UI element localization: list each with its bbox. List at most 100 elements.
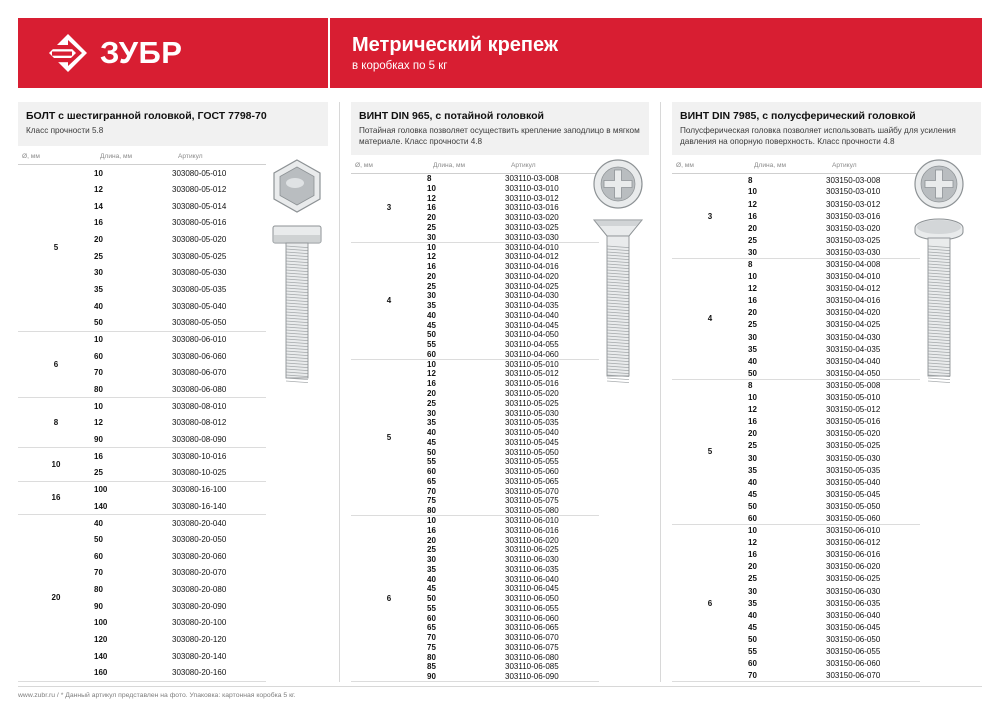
cell-article: 303150-03-025 [826, 235, 881, 245]
cell-length: 10 [94, 168, 103, 178]
table-row: 55 303110-05-055 [351, 457, 599, 467]
cell-length: 60 [94, 551, 103, 561]
cell-length: 75 [427, 642, 436, 652]
table-row: 14 303080-05-014 [18, 198, 266, 215]
cell-article: 303080-06-070 [172, 368, 227, 378]
cell-length: 35 [748, 598, 757, 608]
cell-length: 30 [427, 555, 436, 565]
cell-length: 60 [427, 613, 436, 623]
cell-article: 303110-04-040 [505, 310, 559, 320]
cell-length: 30 [94, 268, 103, 278]
cell-diameter: 6 [672, 524, 748, 683]
table-row: 85 303110-06-085 [351, 662, 599, 672]
product-caption: БОЛТ с шестигранной головкой, ГОСТ 7798-… [18, 102, 328, 146]
cell-length: 50 [94, 535, 103, 545]
spec-table: Ø, мм Длина, мм Артикул 3 8 303110-03-008 10 30… [351, 157, 599, 683]
footer-site[interactable]: www.zubr.ru [18, 692, 56, 699]
cell-article: 303150-04-020 [826, 308, 881, 318]
table-row: 35 303110-04-035 [351, 301, 599, 311]
cell-article: 303110-04-012 [505, 252, 559, 262]
table-row: 160 303080-20-160 [18, 664, 266, 682]
table-row: 55 303150-06-055 [672, 645, 920, 657]
cell-length: 120 [94, 635, 108, 645]
table-row: 35 303080-05-035 [18, 281, 266, 298]
cell-length: 60 [427, 467, 436, 477]
cell-article: 303110-04-060 [505, 349, 599, 360]
table-row: 3 8 303110-03-008 [351, 173, 599, 243]
table-row: 55 303110-06-055 [351, 603, 599, 613]
cell-article: 303110-05-060 [505, 467, 559, 477]
cell-length: 16 [94, 452, 103, 461]
cell-article: 303110-06-060 [505, 613, 559, 623]
cell-article: 303110-06-080 [505, 652, 559, 662]
table-row: 45 303150-05-045 [672, 488, 920, 500]
cell-length: 70 [427, 633, 436, 643]
cell-article: 303150-05-045 [826, 489, 881, 499]
cell-length: 65 [427, 623, 436, 633]
cell-length: 80 [94, 585, 103, 595]
cell-article: 303150-06-070 [826, 669, 920, 683]
cell-length: 16 [427, 203, 436, 213]
cell-length: 12 [94, 185, 103, 194]
product-description: Класс прочности 5.8 [26, 126, 104, 136]
hex-head-bolt-photo [257, 154, 337, 384]
cell-article: 303110-06-030 [505, 555, 559, 565]
cell-length: 25 [94, 251, 103, 261]
cell-length: 40 [94, 301, 103, 311]
cell-article: 303150-06-035 [826, 598, 881, 608]
product-description: Потайная головка позволяет осуществить к… [359, 126, 640, 147]
table-row: 12 303080-08-012 [18, 415, 266, 432]
table-row: 45 303150-06-045 [672, 621, 920, 633]
table-row: 20 303150-05-020 [672, 428, 920, 440]
cell-length: 35 [427, 301, 436, 311]
cell-article: 303110-06-025 [505, 545, 559, 555]
cell-length: 25 [427, 545, 436, 555]
cell-length: 20 [427, 389, 436, 399]
cell-length: 30 [427, 232, 505, 243]
table-row: 16 303110-06-016 [351, 525, 599, 535]
cell-article: 303080-20-120 [172, 635, 227, 645]
cell-article: 303110-05-020 [505, 389, 559, 399]
col-header-article: Артикул [505, 157, 599, 175]
spec-table: Ø, мм Длина, мм Артикул 3 8 303150-03-008 10 30… [672, 157, 920, 683]
col-header-diameter: Ø, мм [18, 148, 94, 165]
cell-article: 303110-05-010 [505, 359, 559, 369]
cell-article: 303080-10-016 [172, 452, 227, 461]
table-row: 35 303110-05-035 [351, 418, 599, 428]
cell-article: 303110-06-010 [505, 516, 559, 526]
cell-length: 50 [748, 367, 826, 380]
cell-length: 10 [427, 359, 436, 369]
cell-length: 16 [427, 379, 436, 389]
cell-length: 85 [427, 662, 436, 672]
cell-article: 303110-05-055 [505, 457, 559, 467]
page-title: Метрический крепеж [352, 34, 559, 56]
cell-length: 20 [748, 562, 757, 572]
col-header-diameter: Ø, мм [672, 157, 748, 175]
cell-article: 303080-05-035 [172, 285, 227, 295]
table-row: 30 303110-03-030 [351, 232, 599, 243]
cell-length: 60 [748, 659, 757, 669]
cell-length: 20 [94, 235, 103, 245]
cell-diameter: 6 [351, 515, 427, 683]
cell-length: 16 [427, 525, 436, 535]
cell-article: 303150-05-020 [826, 429, 881, 439]
table-row: 45 303110-06-045 [351, 584, 599, 594]
cell-article: 303150-03-030 [826, 246, 920, 259]
cell-article: 303110-05-065 [505, 476, 559, 486]
table-row: 30 303110-04-030 [351, 291, 599, 301]
cell-length: 50 [94, 314, 172, 332]
footer-note: * Данный артикул представлен на фото. Уп… [60, 692, 296, 699]
cell-diameter: 5 [672, 379, 748, 526]
cell-article: 303080-08-012 [172, 418, 227, 428]
table-row: 16 303110-04-016 [351, 262, 599, 272]
cell-length: 80 [427, 652, 436, 662]
cell-length: 40 [427, 574, 436, 584]
cell-length: 25 [427, 398, 436, 408]
cell-article: 303150-04-040 [826, 356, 881, 366]
cell-length: 30 [748, 246, 826, 259]
table-row: 16 303150-03-016 [672, 210, 920, 222]
cell-length: 16 [427, 262, 436, 272]
cell-article: 303150-06-020 [826, 562, 881, 572]
table-row: 100 303080-20-100 [18, 615, 266, 632]
table-row: 45 303110-05-045 [351, 437, 599, 447]
